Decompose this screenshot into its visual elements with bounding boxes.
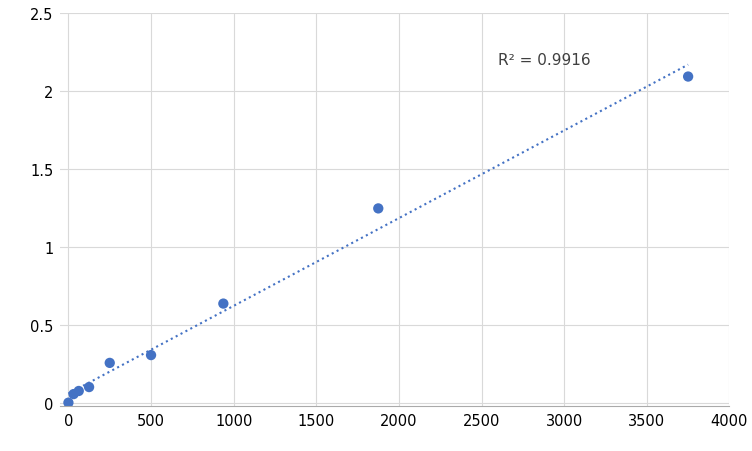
Point bbox=[372, 205, 384, 212]
Point bbox=[62, 399, 74, 406]
Point bbox=[145, 352, 157, 359]
Point bbox=[104, 359, 116, 367]
Point bbox=[217, 300, 229, 308]
Point bbox=[83, 384, 95, 391]
Point bbox=[68, 391, 80, 398]
Point bbox=[73, 387, 85, 395]
Text: R² = 0.9916: R² = 0.9916 bbox=[498, 53, 591, 68]
Point bbox=[682, 74, 694, 81]
